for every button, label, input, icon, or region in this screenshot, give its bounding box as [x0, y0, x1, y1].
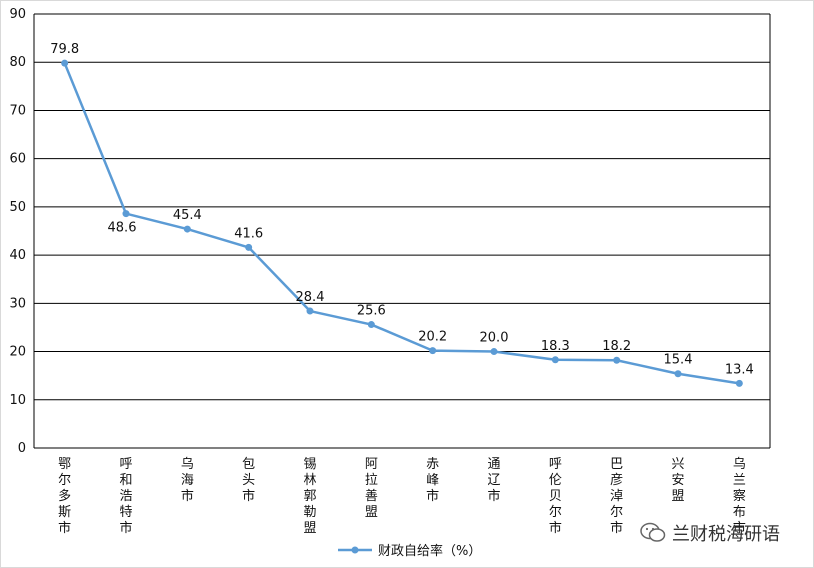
data-label: 15.4: [664, 353, 693, 368]
x-tick-label: 锡林郭勒盟: [303, 457, 316, 536]
data-point: [429, 347, 437, 355]
watermark: 兰财税海研语: [640, 520, 780, 546]
x-tick-label: 赤峰市: [426, 457, 439, 504]
x-tick-label: 通辽市: [487, 457, 500, 504]
x-tick-label: 包头市: [242, 457, 255, 504]
series-line: [63, 62, 740, 385]
data-label: 18.2: [602, 339, 631, 354]
data-point: [490, 348, 498, 356]
wechat-icon: [640, 522, 666, 542]
data-label: 20.0: [480, 331, 509, 346]
y-tick-label: 30: [9, 296, 26, 311]
y-tick-label: 80: [9, 55, 26, 70]
y-tick-label: 20: [9, 345, 26, 360]
data-point: [367, 321, 375, 329]
data-point: [551, 356, 559, 364]
data-point: [613, 356, 621, 364]
data-label: 20.2: [418, 330, 447, 345]
x-tick-label: 兴安盟: [671, 457, 684, 504]
y-tick-label: 90: [9, 7, 26, 22]
x-tick-label: 乌兰察布市: [733, 456, 746, 536]
y-tick-label: 10: [9, 393, 26, 408]
data-label: 25.6: [357, 304, 386, 319]
data-point: [245, 243, 253, 251]
data-label: 28.4: [296, 290, 325, 305]
data-point: [183, 225, 191, 233]
legend: 财政自给率（%）: [338, 540, 481, 559]
data-label: 18.3: [541, 339, 570, 354]
data-label: 79.8: [50, 42, 79, 57]
data-point: [122, 210, 130, 218]
data-label: 13.4: [725, 362, 754, 377]
x-tick-label: 呼和浩特市: [119, 457, 132, 536]
data-point: [735, 379, 743, 387]
y-tick-label: 40: [9, 248, 26, 263]
watermark-text: 兰财税海研语: [672, 524, 780, 545]
data-label: 41.6: [234, 226, 263, 241]
y-tick-label: 0: [18, 441, 26, 456]
x-tick-label: 巴彦淖尔市: [610, 457, 623, 536]
x-tick-label: 鄂尔多斯市: [58, 457, 71, 536]
data-point: [306, 307, 314, 315]
x-tick-label: 呼伦贝尔市: [549, 457, 562, 536]
legend-label: 财政自给率（%）: [378, 544, 482, 559]
data-point: [674, 370, 682, 378]
x-tick-label: 乌海市: [181, 456, 194, 504]
data-label: 45.4: [173, 208, 202, 223]
y-tick-label: 70: [9, 103, 26, 118]
x-tick-label: 阿拉善盟: [365, 457, 378, 520]
y-tick-label: 60: [9, 152, 26, 167]
y-tick-label: 50: [9, 200, 26, 215]
data-label: 48.6: [108, 221, 137, 236]
legend-line-marker: [338, 546, 372, 553]
data-point: [61, 59, 69, 67]
